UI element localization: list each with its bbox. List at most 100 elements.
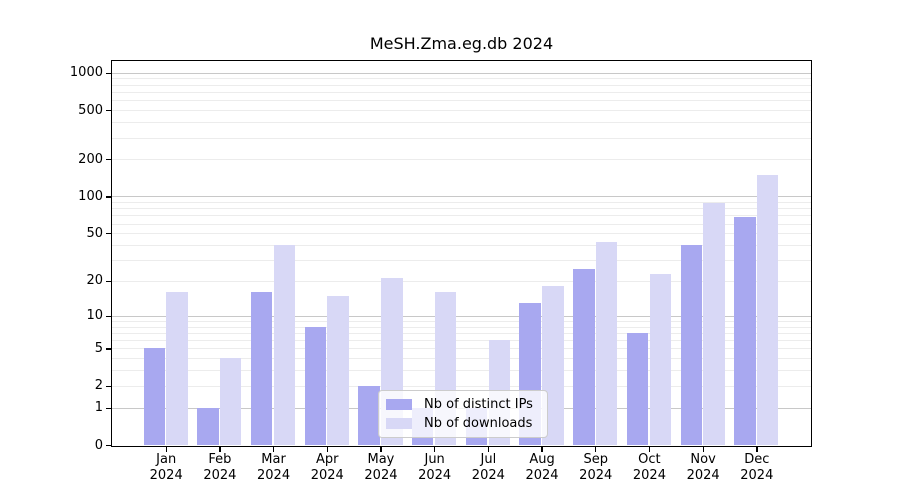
minor-gridline xyxy=(112,326,811,328)
minor-gridline xyxy=(112,244,811,246)
y-axis-tick xyxy=(105,109,111,112)
x-axis-tick xyxy=(434,447,436,452)
x-axis-tick xyxy=(165,447,167,452)
plot-area xyxy=(111,60,812,447)
bar-downloads-oct xyxy=(649,273,671,445)
major-gridline xyxy=(112,315,811,317)
legend-label-downloads: Nb of downloads xyxy=(424,416,533,431)
bar-downloads-dec xyxy=(757,174,779,445)
bar-downloads-sep xyxy=(595,242,618,445)
x-axis-tick-year: 2024 xyxy=(149,468,183,483)
y-axis-tick xyxy=(105,196,111,198)
legend-item-distinct-ips: Nb of distinct IPs xyxy=(386,397,538,412)
minor-gridline xyxy=(112,348,811,350)
x-axis-tick-year: 2024 xyxy=(579,468,613,483)
minor-gridline xyxy=(112,332,811,334)
y-axis-tick-label: 1000 xyxy=(69,65,103,81)
y-axis-tick xyxy=(105,407,111,409)
bar-downloads-nov xyxy=(703,203,725,445)
minor-gridline xyxy=(112,259,811,261)
y-axis-tick xyxy=(105,280,111,283)
x-axis-tick xyxy=(272,447,275,452)
y-axis-tick xyxy=(105,159,111,161)
x-axis-tick-label-jun: Jun 2024 xyxy=(403,452,467,484)
y-axis-tick-label: 2 xyxy=(94,378,103,394)
major-gridline xyxy=(112,196,811,198)
minor-gridline xyxy=(112,208,811,210)
y-axis-tick-label: 500 xyxy=(78,102,103,118)
bar-distinct-ips-nov xyxy=(680,244,702,445)
x-axis-tick-year: 2024 xyxy=(471,468,505,483)
bar-downloads-mar xyxy=(273,244,296,445)
legend-swatch-distinct-ips-icon xyxy=(386,399,412,410)
x-axis-tick xyxy=(487,447,490,452)
y-axis-tick-label: 10 xyxy=(86,308,103,324)
minor-gridline xyxy=(112,370,811,372)
x-axis-tick-year: 2024 xyxy=(203,468,237,483)
bar-distinct-ips-apr xyxy=(304,326,327,445)
x-axis-tick-label-aug: Aug 2024 xyxy=(510,452,574,484)
x-axis-tick-label-dec: Dec 2024 xyxy=(725,452,789,484)
minor-gridline xyxy=(112,84,811,86)
y-axis-tick-label: 5 xyxy=(94,340,103,356)
y-axis-tick xyxy=(105,385,111,387)
bar-distinct-ips-jan xyxy=(143,348,165,445)
major-gridline xyxy=(112,72,811,74)
x-axis-tick-year: 2024 xyxy=(686,468,720,483)
x-axis-tick xyxy=(326,447,328,452)
minor-gridline xyxy=(112,320,811,322)
x-axis-tick-year: 2024 xyxy=(740,468,774,483)
y-axis-tick-label: 0 xyxy=(94,437,103,453)
minor-gridline xyxy=(112,223,811,225)
minor-gridline xyxy=(112,122,811,124)
y-axis-tick-label: 1 xyxy=(94,400,103,416)
bar-downloads-jan xyxy=(166,292,188,445)
x-axis-tick xyxy=(595,447,597,452)
x-axis-tick xyxy=(219,447,221,452)
y-axis-tick-label: 100 xyxy=(78,188,103,204)
x-axis-tick xyxy=(756,447,758,452)
minor-gridline xyxy=(112,201,811,203)
minor-gridline xyxy=(112,215,811,217)
minor-gridline xyxy=(112,358,811,360)
bar-distinct-ips-oct xyxy=(626,332,649,445)
bar-distinct-ips-feb xyxy=(197,407,219,445)
x-axis-tick-label-oct: Oct 2024 xyxy=(617,452,681,484)
x-axis-tick-label-may: May 2024 xyxy=(349,452,413,484)
x-axis-tick-label-jul: Jul 2024 xyxy=(456,452,520,484)
legend-label-distinct-ips: Nb of distinct IPs xyxy=(424,397,533,412)
x-axis-tick xyxy=(648,447,651,452)
y-axis-tick xyxy=(105,315,111,317)
legend: Nb of distinct IPs Nb of downloads xyxy=(378,390,548,438)
x-axis-tick xyxy=(541,447,543,452)
minor-gridline xyxy=(112,280,811,282)
minor-gridline xyxy=(112,91,811,93)
bar-downloads-apr xyxy=(327,295,349,445)
minor-gridline xyxy=(112,385,811,387)
bar-downloads-feb xyxy=(220,358,242,445)
x-axis-tick-label-apr: Apr 2024 xyxy=(295,452,359,484)
y-axis-tick-label: 50 xyxy=(86,225,103,241)
minor-gridline xyxy=(112,110,811,112)
minor-gridline xyxy=(112,233,811,235)
x-axis-tick-label-mar: Mar 2024 xyxy=(242,452,306,484)
x-axis-tick-label-sep: Sep 2024 xyxy=(564,452,628,484)
x-axis-tick-label-nov: Nov 2024 xyxy=(671,452,735,484)
x-axis-tick xyxy=(702,447,704,452)
bar-distinct-ips-mar xyxy=(250,292,273,445)
y-axis-tick xyxy=(105,348,111,350)
minor-gridline xyxy=(112,78,811,80)
legend-item-downloads: Nb of downloads xyxy=(386,416,538,431)
x-axis-tick-year: 2024 xyxy=(310,468,344,483)
y-axis-tick xyxy=(105,72,111,74)
legend-swatch-downloads-icon xyxy=(386,418,412,429)
minor-gridline xyxy=(112,159,811,161)
y-axis-tick-label: 200 xyxy=(78,151,103,167)
bar-distinct-ips-may xyxy=(358,385,380,445)
x-axis-tick-year: 2024 xyxy=(364,468,398,483)
x-axis-tick-label-feb: Feb 2024 xyxy=(188,452,252,484)
y-axis-tick xyxy=(105,444,111,447)
y-axis-tick xyxy=(105,233,111,235)
y-axis-tick-label: 20 xyxy=(86,273,103,289)
